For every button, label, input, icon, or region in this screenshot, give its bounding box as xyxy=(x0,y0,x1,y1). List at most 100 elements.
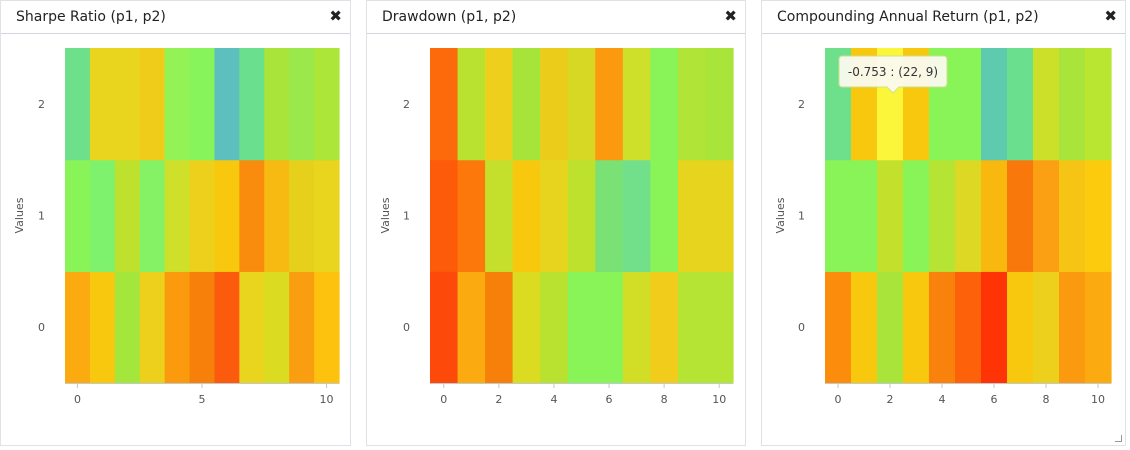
heatmap-cell[interactable] xyxy=(1059,271,1086,384)
heatmap-cell[interactable] xyxy=(430,159,459,272)
heatmap-cell[interactable] xyxy=(903,159,930,272)
heatmap-cell[interactable] xyxy=(851,159,878,272)
heatmap-cell[interactable] xyxy=(595,159,624,272)
heatmap-cell[interactable] xyxy=(1085,271,1112,384)
heatmap-cell[interactable] xyxy=(512,271,541,384)
heatmap-cell[interactable] xyxy=(289,48,315,161)
heatmap-cell[interactable] xyxy=(1085,159,1112,272)
heatmap-cell[interactable] xyxy=(485,48,514,161)
close-icon[interactable]: ✖ xyxy=(724,7,737,25)
heatmap-cell[interactable] xyxy=(65,271,91,384)
heatmap-cell[interactable] xyxy=(314,159,340,272)
heatmap-cell[interactable] xyxy=(289,159,315,272)
heatmap-cell[interactable] xyxy=(851,271,878,384)
heatmap-cell[interactable] xyxy=(650,48,679,161)
heatmap-cell[interactable] xyxy=(239,271,265,384)
heatmap-cell[interactable] xyxy=(825,159,852,272)
heatmap-cell[interactable] xyxy=(239,159,265,272)
heatmap-cell[interactable] xyxy=(955,159,982,272)
heatmap-cell[interactable] xyxy=(164,159,191,272)
heatmap-cell[interactable] xyxy=(955,48,982,161)
heatmap-cell[interactable] xyxy=(1085,48,1112,161)
heatmap-cell[interactable] xyxy=(1033,48,1060,161)
heatmap-cell[interactable] xyxy=(622,271,651,384)
panel-title: Compounding Annual Return (p1, p2) xyxy=(777,9,1039,25)
resize-handle-icon[interactable] xyxy=(1115,435,1122,442)
heatmap-cell[interactable] xyxy=(955,271,982,384)
heatmap-cell[interactable] xyxy=(189,271,216,384)
heatmap-cell[interactable] xyxy=(214,159,240,272)
heatmap-cell[interactable] xyxy=(595,271,624,384)
heatmap-cell[interactable] xyxy=(1059,48,1086,161)
heatmap-cell[interactable] xyxy=(89,48,116,161)
heatmap-cell[interactable] xyxy=(929,271,956,384)
heatmap-cell[interactable] xyxy=(139,48,166,161)
heatmap-cell[interactable] xyxy=(650,159,679,272)
heatmap-cell[interactable] xyxy=(214,48,240,161)
heatmap-cell[interactable] xyxy=(1007,48,1034,161)
heatmap-cell[interactable] xyxy=(457,271,486,384)
heatmap-cell[interactable] xyxy=(929,159,956,272)
heatmap-cell[interactable] xyxy=(289,271,315,384)
heatmap-cell[interactable] xyxy=(264,159,290,272)
heatmap-cell[interactable] xyxy=(314,271,340,384)
heatmap-cell[interactable] xyxy=(567,48,596,161)
heatmap-cell[interactable] xyxy=(457,159,486,272)
heatmap-cell[interactable] xyxy=(981,48,1008,161)
heatmap-cell[interactable] xyxy=(540,48,569,161)
heatmap-cell[interactable] xyxy=(512,159,541,272)
heatmap-cell[interactable] xyxy=(264,271,290,384)
heatmap-cell[interactable] xyxy=(89,271,116,384)
heatmap-cell[interactable] xyxy=(705,271,734,384)
heatmap-cell[interactable] xyxy=(1033,271,1060,384)
heatmap-cell[interactable] xyxy=(1059,159,1086,272)
heatmap-cell[interactable] xyxy=(164,271,191,384)
heatmap-cell[interactable] xyxy=(650,271,679,384)
heatmap-cell[interactable] xyxy=(677,48,707,161)
heatmap-cell[interactable] xyxy=(65,159,91,272)
heatmap-cell[interactable] xyxy=(114,48,141,161)
heatmap-cell[interactable] xyxy=(677,159,707,272)
heatmap-cell[interactable] xyxy=(314,48,340,161)
x-tick-label: 4 xyxy=(939,393,946,406)
heatmap-cell[interactable] xyxy=(430,271,459,384)
heatmap-cell[interactable] xyxy=(457,48,486,161)
heatmap-cell[interactable] xyxy=(239,48,265,161)
heatmap-cell[interactable] xyxy=(485,159,514,272)
heatmap-cell[interactable] xyxy=(622,48,651,161)
heatmap-cell[interactable] xyxy=(65,48,91,161)
heatmap-cell[interactable] xyxy=(139,271,166,384)
heatmap-cell[interactable] xyxy=(825,271,852,384)
heatmap-cell[interactable] xyxy=(189,48,216,161)
heatmap-cell[interactable] xyxy=(114,159,141,272)
heatmap-cell[interactable] xyxy=(189,159,216,272)
heatmap-cell[interactable] xyxy=(595,48,624,161)
heatmap-cell[interactable] xyxy=(114,271,141,384)
heatmap-cell[interactable] xyxy=(705,159,734,272)
heatmap-cell[interactable] xyxy=(1007,159,1034,272)
heatmap-cell[interactable] xyxy=(540,159,569,272)
heatmap-cell[interactable] xyxy=(264,48,290,161)
heatmap-cell[interactable] xyxy=(540,271,569,384)
heatmap-cell[interactable] xyxy=(139,159,166,272)
heatmap-cell[interactable] xyxy=(1033,159,1060,272)
heatmap-cell[interactable] xyxy=(705,48,734,161)
heatmap-cell[interactable] xyxy=(981,271,1008,384)
heatmap-cell[interactable] xyxy=(567,271,596,384)
heatmap-cell[interactable] xyxy=(622,159,651,272)
heatmap-cell[interactable] xyxy=(430,48,459,161)
close-icon[interactable]: ✖ xyxy=(329,7,342,25)
heatmap-cell[interactable] xyxy=(89,159,116,272)
heatmap-cell[interactable] xyxy=(981,159,1008,272)
heatmap-cell[interactable] xyxy=(877,271,904,384)
heatmap-cell[interactable] xyxy=(877,159,904,272)
heatmap-cell[interactable] xyxy=(1007,271,1034,384)
heatmap-cell[interactable] xyxy=(903,271,930,384)
heatmap-cell[interactable] xyxy=(485,271,514,384)
heatmap-cell[interactable] xyxy=(214,271,240,384)
heatmap-cell[interactable] xyxy=(567,159,596,272)
close-icon[interactable]: ✖ xyxy=(1104,7,1117,25)
heatmap-cell[interactable] xyxy=(512,48,541,161)
heatmap-cell[interactable] xyxy=(164,48,191,161)
heatmap-cell[interactable] xyxy=(677,271,707,384)
